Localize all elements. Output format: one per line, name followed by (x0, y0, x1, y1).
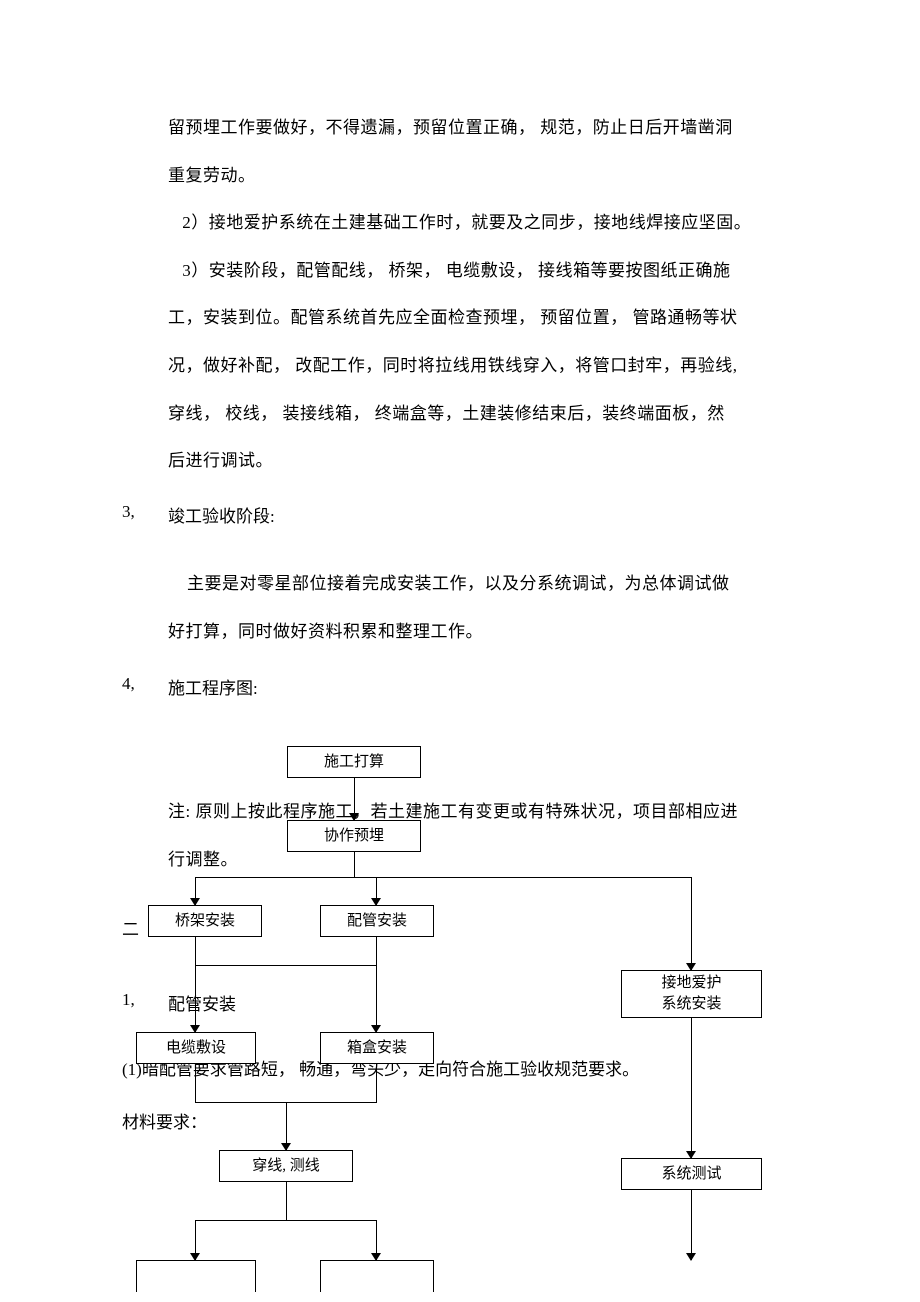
flow-node-bridge-label: 桥架安装 (175, 911, 235, 932)
flow-node-cut-left (136, 1260, 256, 1292)
p1l8: 后进行调试。 (168, 437, 810, 485)
line-8-down (286, 1182, 287, 1220)
flow-node-bridge: 桥架安装 (148, 905, 262, 937)
line-8-branch (195, 1220, 377, 1221)
p1l6: 况，做好补配， 改配工作，同时将拉线用铁线穿入，将管口封牢，再验线, (168, 342, 810, 390)
p2l2: 好打算，同时做好资料积累和整理工作。 (168, 608, 810, 656)
flow-node-thread: 穿线, 测线 (219, 1150, 353, 1182)
flow-node-coop: 协作预埋 (287, 820, 421, 852)
section-4-title: 施工程序图: (168, 674, 258, 699)
pg-title: 配管安装 (168, 990, 236, 1015)
flow-node-systest: 系统测试 (621, 1158, 762, 1190)
flow-node-ground-label: 接地爱护 系统安装 (661, 973, 721, 1015)
flow-node-prep-label: 施工打算 (324, 752, 384, 773)
p1l3: 2）接地爱护系统在土建基础工作时，就要及之同步，接地线焊接应坚固。 (168, 199, 810, 247)
p1l4: 3）安装阶段，配管配线， 桥架， 电缆敷设， 接线箱等要按图纸正确施 (168, 247, 810, 295)
line-3-down (195, 937, 196, 1032)
section-3-title: 竣工验收阶段: (168, 502, 275, 527)
p1l2: 重复劳动。 (168, 152, 810, 200)
note-l2: 行调整。 (168, 836, 810, 884)
flow-node-systest-label: 系统测试 (661, 1164, 721, 1185)
section-3-num: 3, (122, 502, 135, 522)
p1l1: 留预埋工作要做好，不得遗漏，预留位置正确， 规范，防止日后开墙凿洞 (168, 104, 810, 152)
flow-node-pipe: 配管安装 (320, 905, 434, 937)
line-4-down (376, 937, 377, 1032)
flow-node-cut-mid (320, 1260, 434, 1292)
line-6-down (195, 1064, 196, 1102)
line-b-5 (691, 877, 692, 970)
paragraph-1: 留预埋工作要做好，不得遗漏，预留位置正确， 规范，防止日后开墙凿洞 重复劳动。 … (168, 104, 810, 485)
mat-req: 材料要求： (122, 1108, 207, 1133)
paragraph-2: 主要是对零星部位接着完成安装工作，以及分系统调试，为总体调试做 好打算，同时做好… (168, 560, 810, 655)
flow-node-prep: 施工打算 (287, 746, 421, 778)
note-text: 注: 原则上按此程序施工，若土建施工有变更或有特殊状况，项目部相应进 行调整。 (168, 788, 810, 883)
flow-node-ground: 接地爱护 系统安装 (621, 970, 762, 1018)
p1l5: 工，安装到位。配管系统首先应全面检查预埋， 预留位置， 管路通畅等状 (168, 294, 810, 342)
n5a: 接地爱护 (661, 975, 721, 991)
n5b: 系统安装 (661, 996, 721, 1012)
flow-node-coop-label: 协作预埋 (324, 826, 384, 847)
line-34-join (195, 965, 377, 966)
p2l1: 主要是对零星部位接着完成安装工作，以及分系统调试，为总体调试做 (168, 560, 810, 608)
flow-node-box: 箱盒安装 (320, 1032, 434, 1064)
p1l7: 穿线， 校线， 装接线箱， 终端盒等，土建装修结束后，装终端面板，然 (168, 390, 810, 438)
flow-node-box-label: 箱盒安装 (347, 1038, 407, 1059)
note-l1: 注: 原则上按此程序施工，若土建施工有变更或有特殊状况，项目部相应进 (168, 788, 810, 836)
section-4-num: 4, (122, 674, 135, 694)
two-marker: 二 (122, 915, 139, 940)
flow-node-cable-label: 电缆敷设 (166, 1038, 226, 1059)
line-7-down (376, 1064, 377, 1102)
arrow-9-down (686, 1253, 696, 1261)
flow-node-cable: 电缆敷设 (136, 1032, 256, 1064)
line-9-down (691, 1190, 692, 1260)
line-5-9 (691, 1018, 692, 1158)
flow-node-pipe-label: 配管安装 (347, 911, 407, 932)
pg-num: 1, (122, 990, 135, 1010)
flow-node-thread-label: 穿线, 测线 (252, 1156, 320, 1177)
